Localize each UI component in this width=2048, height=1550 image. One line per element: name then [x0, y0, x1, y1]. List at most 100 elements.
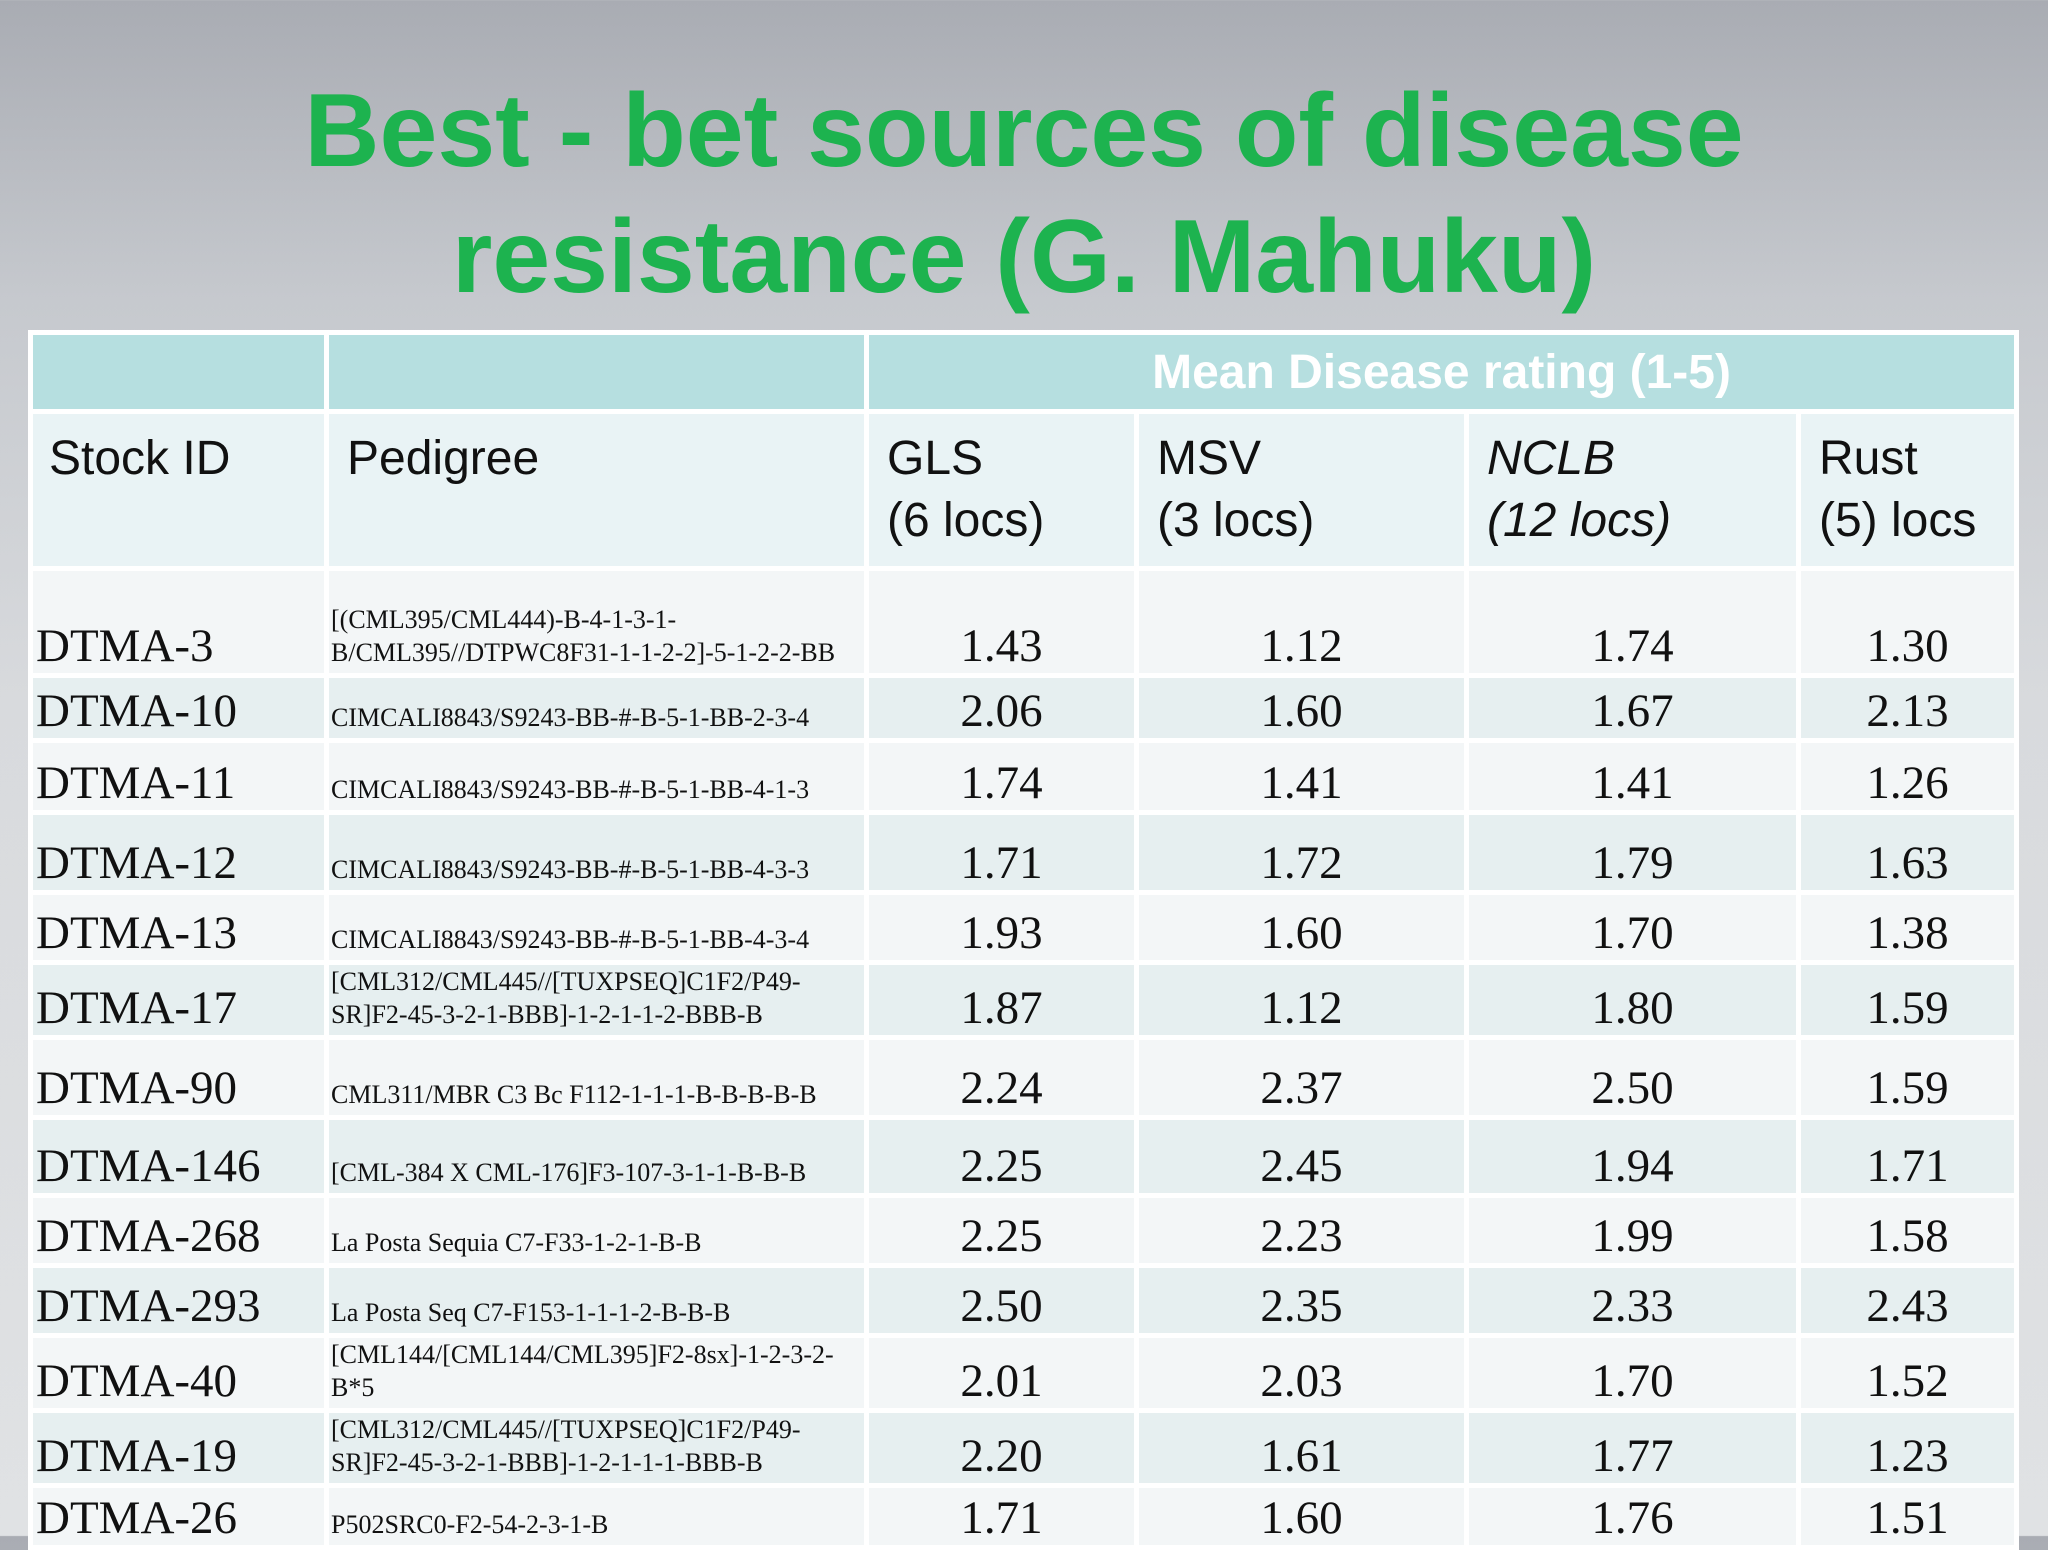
column-header-rust: Rust (5) locs	[1795, 409, 2020, 571]
nclb-cell: 2.50	[1464, 1035, 1801, 1120]
column-header-pedigree: Pedigree	[324, 409, 869, 571]
pedigree-cell: CIMCALI8843/S9243-BB-#-B-5-1-BB-4-1-3	[324, 738, 869, 815]
column-header-gls-locs: (6 locs)	[887, 494, 1045, 547]
stock-id-cell: DTMA-10	[28, 673, 329, 743]
rust-cell: 1.23	[1795, 1408, 2020, 1488]
column-header-nclb: NCLB (12 locs)	[1464, 409, 1801, 571]
msv-cell: 1.60	[1134, 890, 1469, 965]
rust-cell: 1.30	[1795, 566, 2020, 678]
msv-cell: 2.45	[1134, 1115, 1469, 1198]
column-header-gls: GLS (6 locs)	[864, 409, 1139, 571]
stock-id-cell: DTMA-90	[28, 1035, 329, 1120]
table-row: DTMA-13 CIMCALI8843/S9243-BB-#-B-5-1-BB-…	[28, 890, 2020, 965]
slide-title-line-1: Best - bet sources of disease	[304, 73, 1744, 189]
column-header-stock-id-label: Stock ID	[49, 432, 231, 485]
pedigree-cell: [CML312/CML445//[TUXPSEQ]C1F2/P49-SR]F2-…	[324, 960, 869, 1040]
nclb-cell: 1.74	[1464, 566, 1801, 678]
pedigree-cell: [CML144/[CML144/CML395]F2-8sx]-1-2-3-2-B…	[324, 1333, 869, 1413]
msv-cell: 2.23	[1134, 1193, 1469, 1268]
nclb-cell: 1.41	[1464, 738, 1801, 815]
gls-cell: 2.20	[864, 1408, 1139, 1488]
rust-cell: 1.63	[1795, 810, 2020, 895]
table-group-header-row: Mean Disease rating (1-5)	[28, 330, 2020, 414]
stock-id-cell: DTMA-12	[28, 810, 329, 895]
pedigree-cell: P502SRC0-F2-54-2-3-1-B	[324, 1483, 869, 1550]
nclb-cell: 1.70	[1464, 1333, 1801, 1413]
rust-cell: 1.52	[1795, 1333, 2020, 1413]
msv-cell: 2.03	[1134, 1333, 1469, 1413]
stock-id-cell: DTMA-17	[28, 960, 329, 1040]
nclb-cell: 1.79	[1464, 810, 1801, 895]
pedigree-cell: [(CML395/CML444)-B-4-1-3-1-B/CML395//DTP…	[324, 566, 869, 678]
table-row: DTMA-10 CIMCALI8843/S9243-BB-#-B-5-1-BB-…	[28, 673, 2020, 743]
nclb-cell: 1.76	[1464, 1483, 1801, 1550]
msv-cell: 2.37	[1134, 1035, 1469, 1120]
pedigree-cell: CIMCALI8843/S9243-BB-#-B-5-1-BB-4-3-3	[324, 810, 869, 895]
stock-id-cell: DTMA-3	[28, 566, 329, 678]
table-row: DTMA-40 [CML144/[CML144/CML395]F2-8sx]-1…	[28, 1333, 2020, 1413]
rust-cell: 2.43	[1795, 1263, 2020, 1338]
pedigree-cell: [CML-384 X CML-176]F3-107-3-1-1-B-B-B	[324, 1115, 869, 1198]
table-row: DTMA-19 [CML312/CML445//[TUXPSEQ]C1F2/P4…	[28, 1408, 2020, 1488]
gls-cell: 2.25	[864, 1115, 1139, 1198]
stock-id-cell: DTMA-19	[28, 1408, 329, 1488]
pedigree-cell: [CML312/CML445//[TUXPSEQ]C1F2/P49-SR]F2-…	[324, 1408, 869, 1488]
stock-id-cell: DTMA-268	[28, 1193, 329, 1268]
column-header-nclb-label: NCLB	[1487, 432, 1616, 485]
rust-cell: 1.51	[1795, 1483, 2020, 1550]
table-row: DTMA-17 [CML312/CML445//[TUXPSEQ]C1F2/P4…	[28, 960, 2020, 1040]
column-header-msv-label: MSV	[1157, 432, 1262, 485]
msv-cell: 2.35	[1134, 1263, 1469, 1338]
column-header-rust-label: Rust	[1819, 432, 1918, 485]
table-row: DTMA-293 La Posta Seq C7-F153-1-1-1-2-B-…	[28, 1263, 2020, 1338]
msv-cell: 1.41	[1134, 738, 1469, 815]
rust-cell: 1.59	[1795, 960, 2020, 1040]
table-row: DTMA-3 [(CML395/CML444)-B-4-1-3-1-B/CML3…	[28, 566, 2020, 678]
pedigree-cell: CIMCALI8843/S9243-BB-#-B-5-1-BB-4-3-4	[324, 890, 869, 965]
slide-title-line-2: resistance (G. Mahuku)	[451, 199, 1597, 315]
gls-cell: 2.06	[864, 673, 1139, 743]
gls-cell: 1.71	[864, 1483, 1139, 1550]
column-header-msv: MSV (3 locs)	[1134, 409, 1469, 571]
nclb-cell: 1.77	[1464, 1408, 1801, 1488]
gls-cell: 1.71	[864, 810, 1139, 895]
slide-title: Best - bet sources of disease resistance…	[0, 68, 2048, 320]
table-row: DTMA-12 CIMCALI8843/S9243-BB-#-B-5-1-BB-…	[28, 810, 2020, 895]
msv-cell: 1.61	[1134, 1408, 1469, 1488]
pedigree-cell: CIMCALI8843/S9243-BB-#-B-5-1-BB-2-3-4	[324, 673, 869, 743]
blank-header-cell	[28, 330, 329, 414]
rust-cell: 1.38	[1795, 890, 2020, 965]
gls-cell: 2.24	[864, 1035, 1139, 1120]
stock-id-cell: DTMA-26	[28, 1483, 329, 1550]
rust-cell: 1.59	[1795, 1035, 2020, 1120]
table-column-header-row: Stock ID Pedigree GLS (6 locs) MSV (3 locs…	[28, 409, 2020, 571]
nclb-cell: 1.99	[1464, 1193, 1801, 1268]
table-row: DTMA-90 CML311/MBR C3 Bc F112-1-1-1-B-B-…	[28, 1035, 2020, 1120]
column-header-gls-label: GLS	[887, 432, 984, 485]
nclb-cell: 1.70	[1464, 890, 1801, 965]
gls-cell: 1.87	[864, 960, 1139, 1040]
msv-cell: 1.72	[1134, 810, 1469, 895]
table-row: DTMA-11 CIMCALI8843/S9243-BB-#-B-5-1-BB-…	[28, 738, 2020, 815]
stock-id-cell: DTMA-40	[28, 1333, 329, 1413]
table-row: DTMA-26 P502SRC0-F2-54-2-3-1-B 1.71 1.60…	[28, 1483, 2020, 1550]
gls-cell: 2.25	[864, 1193, 1139, 1268]
column-header-pedigree-label: Pedigree	[347, 432, 540, 485]
rust-cell: 2.13	[1795, 673, 2020, 743]
pedigree-cell: CML311/MBR C3 Bc F112-1-1-1-B-B-B-B-B	[324, 1035, 869, 1120]
rust-cell: 1.71	[1795, 1115, 2020, 1198]
gls-cell: 1.93	[864, 890, 1139, 965]
group-header-mean-disease-rating: Mean Disease rating (1-5)	[863, 330, 2020, 414]
nclb-cell: 1.67	[1464, 673, 1801, 743]
gls-cell: 1.43	[864, 566, 1139, 678]
pedigree-cell: La Posta Sequia C7-F33-1-2-1-B-B	[324, 1193, 869, 1268]
gls-cell: 2.01	[864, 1333, 1139, 1413]
msv-cell: 1.60	[1134, 1483, 1469, 1550]
nclb-cell: 1.94	[1464, 1115, 1801, 1198]
column-header-rust-locs: (5) locs	[1819, 494, 1977, 547]
column-header-nclb-locs: (12 locs)	[1487, 494, 1672, 547]
msv-cell: 1.12	[1134, 960, 1469, 1040]
rust-cell: 1.58	[1795, 1193, 2020, 1268]
msv-cell: 1.60	[1134, 673, 1469, 743]
table-row: DTMA-146 [CML-384 X CML-176]F3-107-3-1-1…	[28, 1115, 2020, 1198]
